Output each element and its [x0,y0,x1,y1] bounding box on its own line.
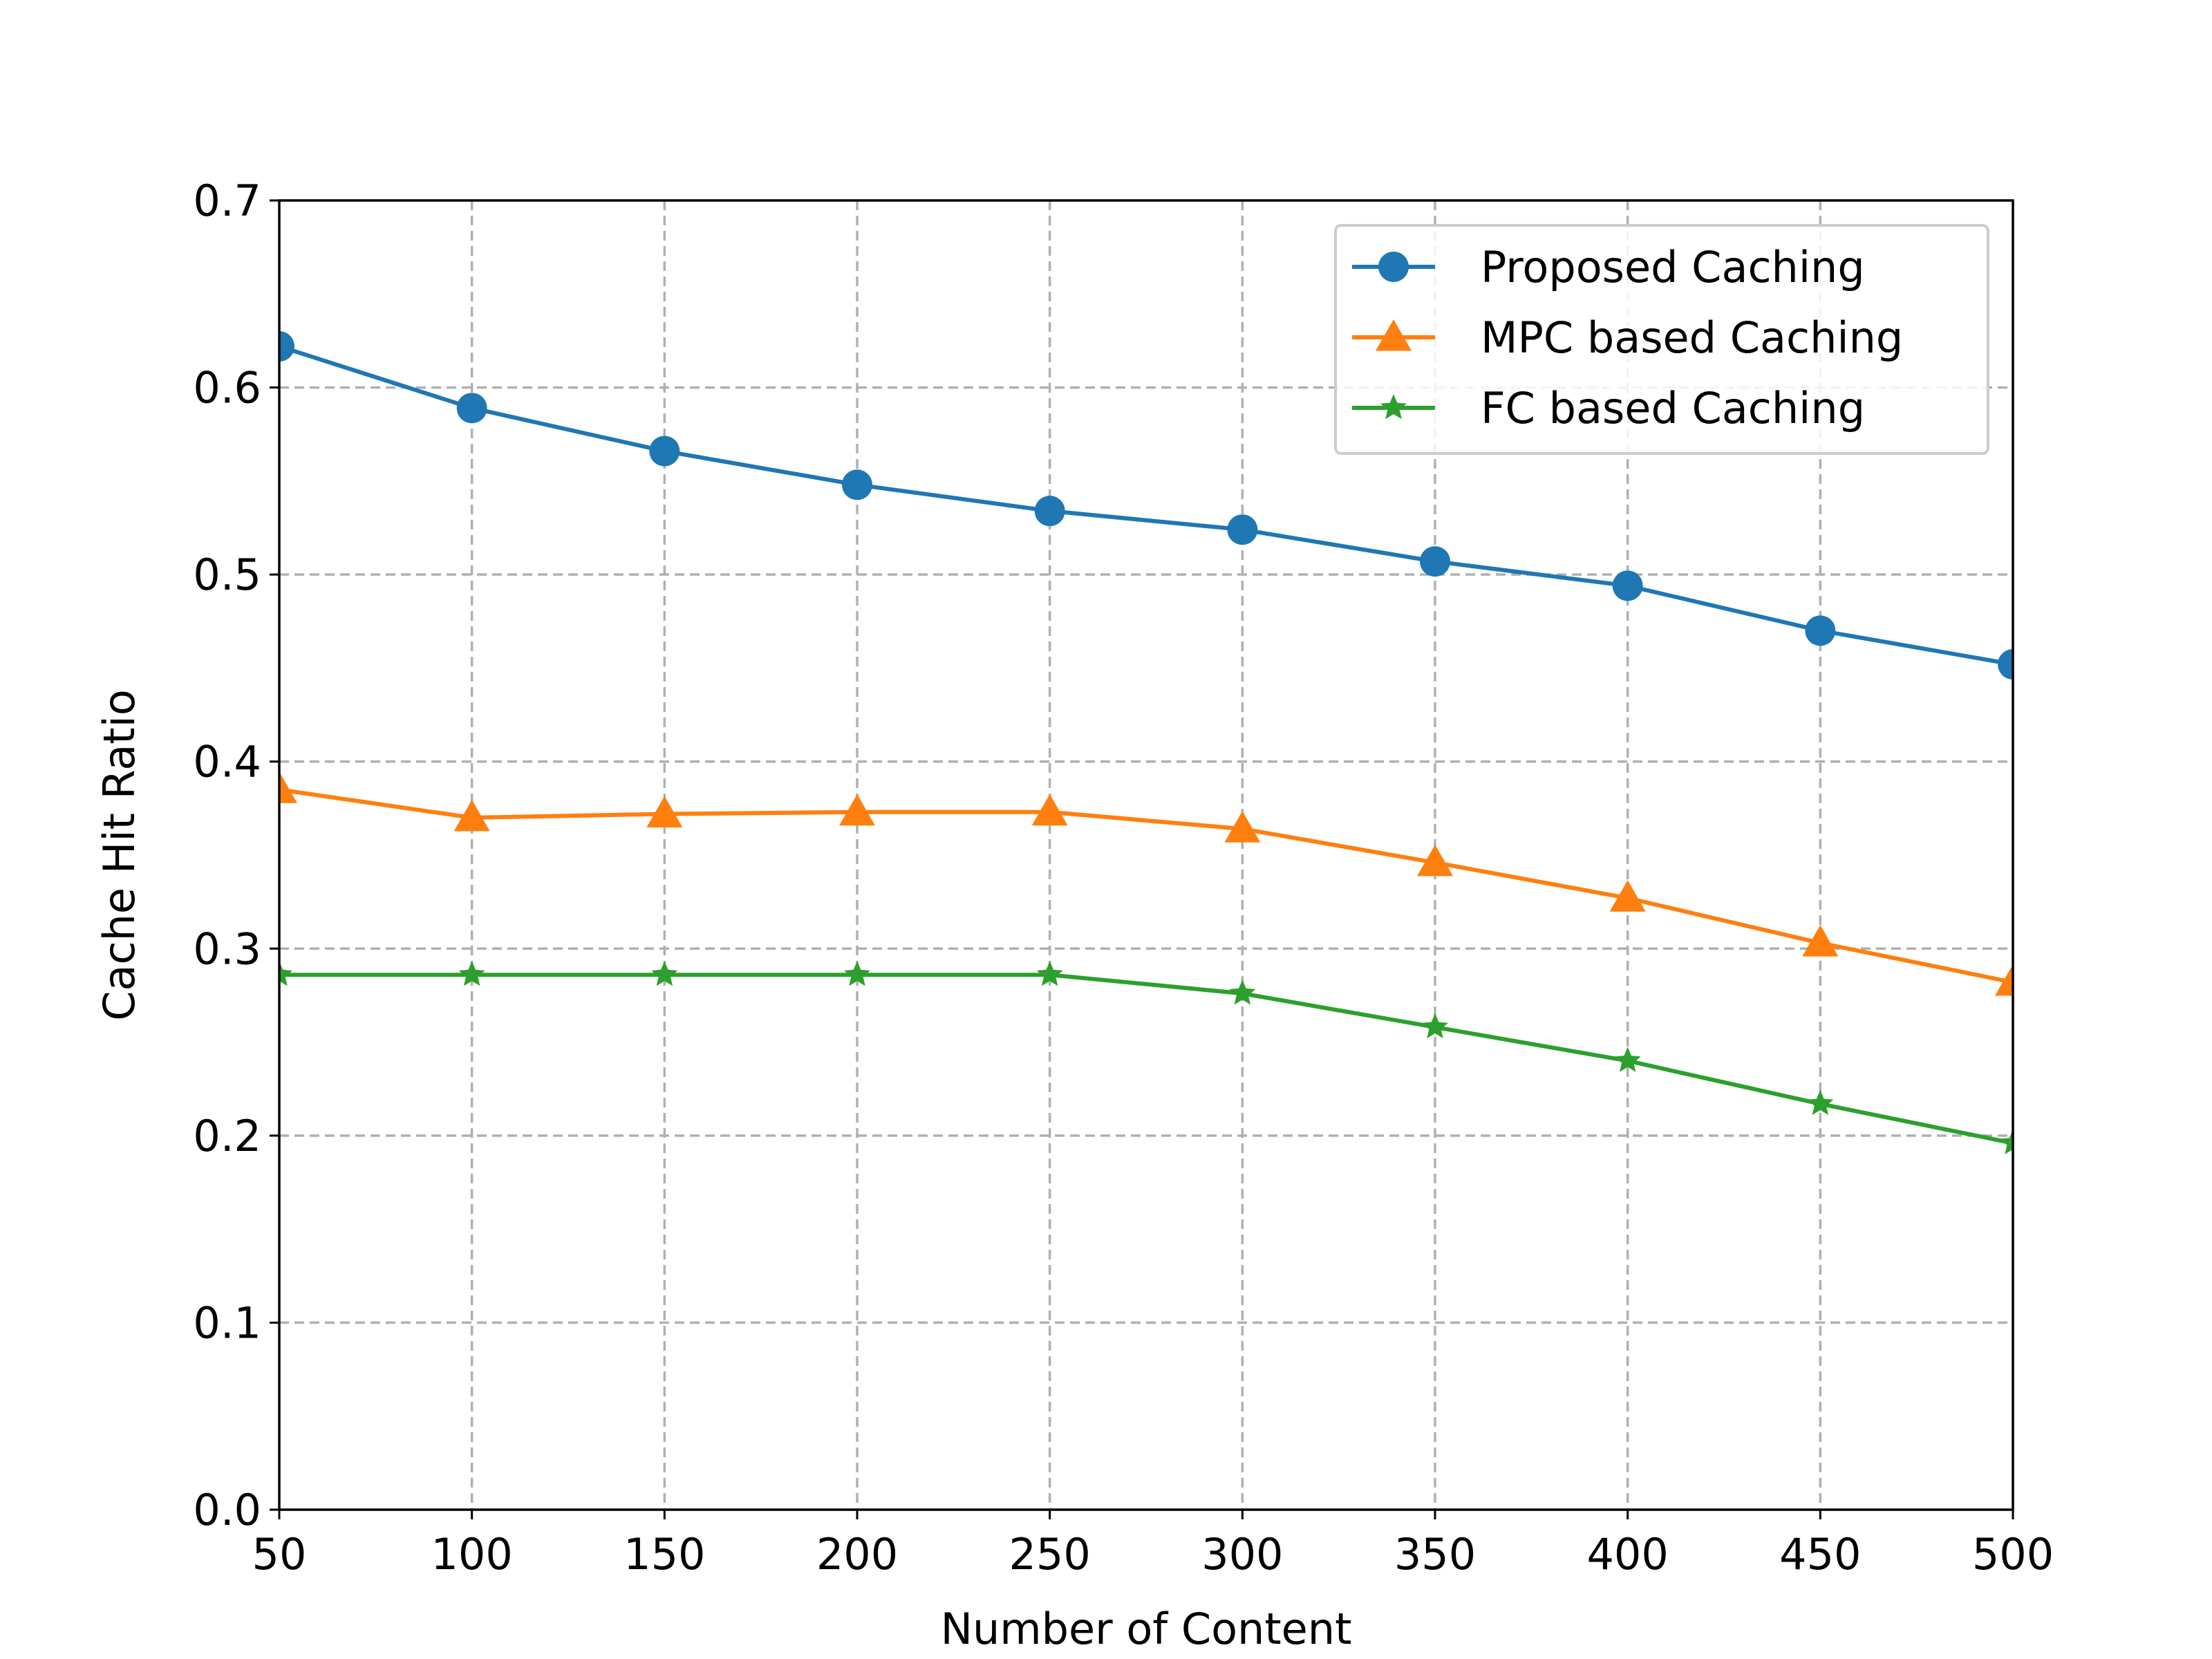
data-point-mpc-based-caching [453,799,490,832]
data-point-proposed-caching [649,435,680,467]
data-point-mpc-based-caching [1802,925,1839,957]
data-point-mpc-based-caching [1609,880,1646,912]
series-line-mpc-based-caching [279,787,2013,984]
axis-ticks: 50 100 150 200 250 300 350 400 450 500 0.0 0.1 0.2 0.… [193,176,2054,1580]
y-tick-label: 0.4 [193,737,261,787]
legend: Proposed Caching MPC based Caching FC base… [1334,224,1989,455]
data-point-fc-based-caching [1614,1047,1641,1072]
data-point-mpc-based-caching [279,771,297,803]
data-point-proposed-caching [1612,570,1643,601]
data-point-proposed-caching [842,469,872,500]
data-point-mpc-based-caching [1031,794,1068,826]
data-point-fc-based-caching [1807,1089,1834,1115]
legend-label-proposed-caching: Proposed Caching [1481,242,1865,292]
legend-marker-proposed-caching [1378,252,1409,282]
legend-frame [1334,224,1989,455]
data-point-fc-based-caching [1036,961,1063,986]
y-tick-label: 0.3 [193,924,261,974]
x-tick-label: 250 [1009,1529,1090,1580]
data-point-proposed-caching [456,393,487,424]
y-tick-label: 0.7 [193,176,261,226]
x-tick-label: 350 [1394,1529,1476,1580]
y-tick-label: 0.6 [193,363,261,413]
data-point-mpc-based-caching [839,794,875,826]
y-axis-label: Cache Hit Ratio [94,689,144,1021]
x-tick-label: 400 [1586,1529,1668,1580]
data-point-mpc-based-caching [1417,844,1453,877]
series-line-fc-based-caching [279,973,2013,1145]
plot-series [279,331,2013,1154]
data-point-proposed-caching [1805,615,1836,646]
x-tick-label: 150 [624,1529,705,1580]
data-point-proposed-caching [279,331,294,362]
data-point-proposed-caching [1420,546,1450,577]
x-tick-label: 50 [252,1529,307,1580]
data-point-proposed-caching [1998,649,2013,680]
x-tick-label: 300 [1201,1529,1283,1580]
y-tick-label: 0.1 [193,1297,261,1348]
data-point-mpc-based-caching [646,796,683,827]
data-point-fc-based-caching [2000,1129,2013,1154]
data-point-proposed-caching [1034,496,1065,527]
plot-frame [278,199,2014,1511]
data-point-fc-based-caching [844,961,870,986]
x-tick-label: 500 [1972,1529,2054,1580]
legend-marker-fc-based-caching [1380,394,1407,420]
data-point-mpc-based-caching [1995,964,2013,996]
legend-marker-mpc-based-caching [1376,319,1412,351]
data-point-fc-based-caching [1422,1013,1448,1039]
x-tick-label: 100 [431,1529,512,1580]
data-point-fc-based-caching [1229,980,1256,1005]
x-tick-label: 450 [1779,1529,1861,1580]
data-point-proposed-caching [1227,514,1258,545]
legend-label-mpc-based-caching: MPC based Caching [1481,312,1903,363]
data-point-fc-based-caching [651,961,678,986]
y-tick-label: 0.0 [193,1485,261,1535]
y-tick-label: 0.5 [193,550,261,600]
y-tick-label: 0.2 [193,1111,261,1161]
x-tick-label: 200 [816,1529,898,1580]
data-point-fc-based-caching [458,961,485,986]
x-axis-label: Number of Content [941,1604,1352,1654]
data-point-fc-based-caching [279,961,292,986]
series-line-proposed-caching [279,344,2013,666]
legend-label-fc-based-caching: FC based Caching [1481,383,1865,433]
data-point-mpc-based-caching [1224,811,1261,843]
